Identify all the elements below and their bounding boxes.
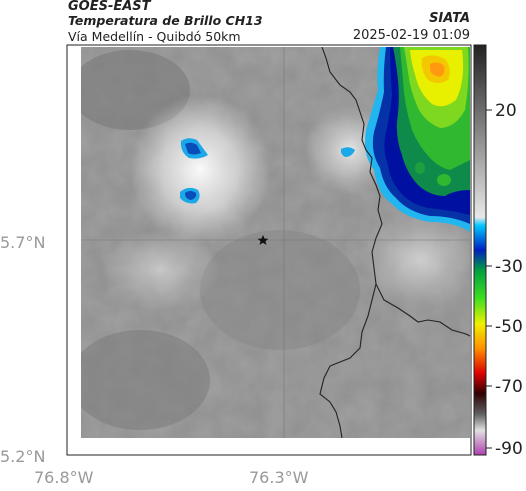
region-subtitle: Vía Medellín - Quibdó 50km [68, 29, 241, 44]
colorbar-tick-label: -90 [495, 439, 523, 459]
light-cloud-area [130, 95, 270, 245]
product-title: Temperatura de Brillo CH13 [68, 13, 263, 28]
colorbar-tick-label: -50 [495, 317, 523, 337]
convective-system [365, 47, 470, 232]
lon-tick-label: 76.8°W [34, 468, 94, 487]
colorbar-tick-label: -70 [495, 377, 523, 397]
lat-tick-label: 5.2°N [0, 447, 45, 466]
border-line [321, 47, 470, 337]
datetime-label: 2025-02-19 01:09 [352, 28, 470, 43]
source-label: SIATA [429, 11, 470, 26]
colorbar-tick-label: -30 [495, 257, 523, 277]
river-line [319, 283, 377, 438]
colorbar-tick-label: 20 [495, 101, 517, 121]
star-icon [257, 235, 269, 245]
cold-cell-1 [180, 138, 208, 159]
cold-cell-2 [180, 187, 200, 204]
lat-tick-label: 5.7°N [0, 233, 45, 252]
lon-tick-label: 76.3°W [249, 468, 309, 487]
cold-cell-3 [340, 147, 355, 157]
colorbar: 20 -30 -50 -70 -90 [473, 44, 523, 459]
satellite-title: GOES-EAST [68, 0, 151, 14]
